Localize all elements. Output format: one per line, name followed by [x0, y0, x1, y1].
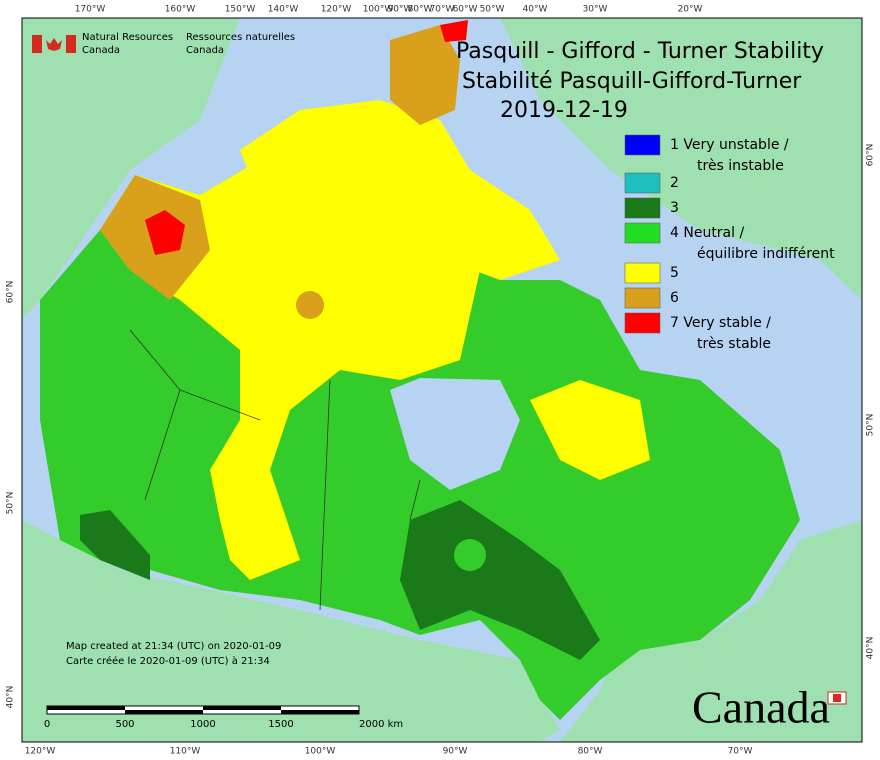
- agency-en: Natural Resources: [82, 32, 173, 43]
- graticule-label: 100°W: [305, 747, 336, 757]
- legend-label: équilibre indifférent: [697, 246, 835, 262]
- graticule-label: 40°W: [523, 5, 548, 15]
- scale-label: 500: [115, 719, 134, 730]
- legend-label: 1 Very unstable /: [670, 137, 789, 153]
- alaska: [22, 18, 240, 320]
- legend-swatch: [624, 197, 661, 219]
- graticule-label: 110°W: [170, 747, 201, 757]
- zone-5-quebec: [530, 380, 650, 480]
- scale-label: 1000: [190, 719, 215, 730]
- legend-label: 5: [670, 265, 679, 281]
- usa: [22, 520, 560, 742]
- borders: [129, 329, 421, 611]
- map-body: [22, 18, 862, 742]
- wordmark-leaf: [833, 694, 841, 702]
- graticule-label: 70°W: [728, 747, 753, 757]
- graticule-label: 40°N: [866, 637, 876, 660]
- graticule-label: 100°W: [363, 5, 394, 15]
- title-en: Pasquill - Gifford - Turner Stability: [456, 39, 824, 64]
- zone-5-arctic: [240, 100, 560, 280]
- agency-fr: Ressources naturelles: [186, 32, 295, 43]
- flag-leaf: [46, 38, 62, 51]
- wordmark: Canada: [692, 682, 830, 733]
- agency-fr: Canada: [186, 45, 224, 56]
- graticule-label: 80°W: [408, 5, 433, 15]
- zone-6-ellesmere: [390, 25, 460, 125]
- graticule-label: 90°W: [388, 5, 413, 15]
- graticule-label: 150°W: [225, 5, 256, 15]
- legend-label: 2: [670, 175, 679, 191]
- scale-label: 0: [44, 719, 50, 730]
- legend-swatch: [624, 172, 661, 194]
- legend-label: 3: [670, 200, 679, 216]
- flag-right: [66, 35, 76, 53]
- flag-left: [32, 35, 42, 53]
- graticule-label: 50°N: [6, 492, 16, 515]
- credit: Map created at 21:34 (UTC) on 2020-01-09: [66, 641, 281, 652]
- graticule-label: 50°N: [866, 414, 876, 437]
- green-patch: [454, 539, 486, 571]
- graticule-label: 170°W: [75, 5, 106, 15]
- title-fr: Stabilité Pasquill-Gifford-Turner: [462, 69, 802, 94]
- graticule-label: 50°W: [480, 5, 505, 15]
- graticule-label: 70°W: [430, 5, 455, 15]
- agency-en: Canada: [82, 45, 120, 56]
- graticule-label: 160°W: [165, 5, 196, 15]
- legend-swatch: [624, 222, 661, 244]
- graticule-label: 20°W: [678, 5, 703, 15]
- zone-6-patch: [296, 291, 324, 319]
- credit: Carte créée le 2020-01-09 (UTC) à 21:34: [66, 655, 270, 667]
- zone-3-ontario: [400, 500, 600, 660]
- graticule-label: 120°W: [321, 5, 352, 15]
- legend-swatch: [624, 262, 661, 284]
- graticule-label: 60°N: [6, 281, 16, 304]
- scale-label: 1500: [268, 719, 293, 730]
- greenland: [500, 18, 862, 300]
- legend-label: 7 Very stable /: [670, 315, 771, 331]
- graticule-label: 120°W: [25, 747, 56, 757]
- zone-7-ellesmere: [440, 20, 468, 42]
- legend-label: très stable: [697, 336, 771, 352]
- graticule-label: 30°W: [583, 5, 608, 15]
- legend-swatch: [624, 134, 661, 156]
- graticule-label: 40°N: [6, 686, 16, 709]
- graticule-label: 90°W: [443, 747, 468, 757]
- legend-swatch: [624, 287, 661, 309]
- zone-7-yukon: [145, 210, 185, 255]
- map-frame: [21, 17, 863, 743]
- legend-label: 4 Neutral /: [670, 225, 744, 241]
- legend-swatch: [624, 312, 661, 334]
- scale-bar: [46, 705, 360, 715]
- graticule-label: 140°W: [268, 5, 299, 15]
- usa-east: [560, 520, 862, 742]
- scale-label: 2000 km: [359, 719, 403, 730]
- date: 2019-12-19: [500, 98, 628, 123]
- graticule-label: 80°W: [578, 747, 603, 757]
- zone-3-bc: [80, 510, 150, 580]
- legend-label: très instable: [697, 158, 784, 174]
- graticule-label: 60°N: [866, 144, 876, 167]
- graticule-label: 60°W: [453, 5, 478, 15]
- hudson-bay: [390, 378, 520, 490]
- legend-label: 6: [670, 290, 679, 306]
